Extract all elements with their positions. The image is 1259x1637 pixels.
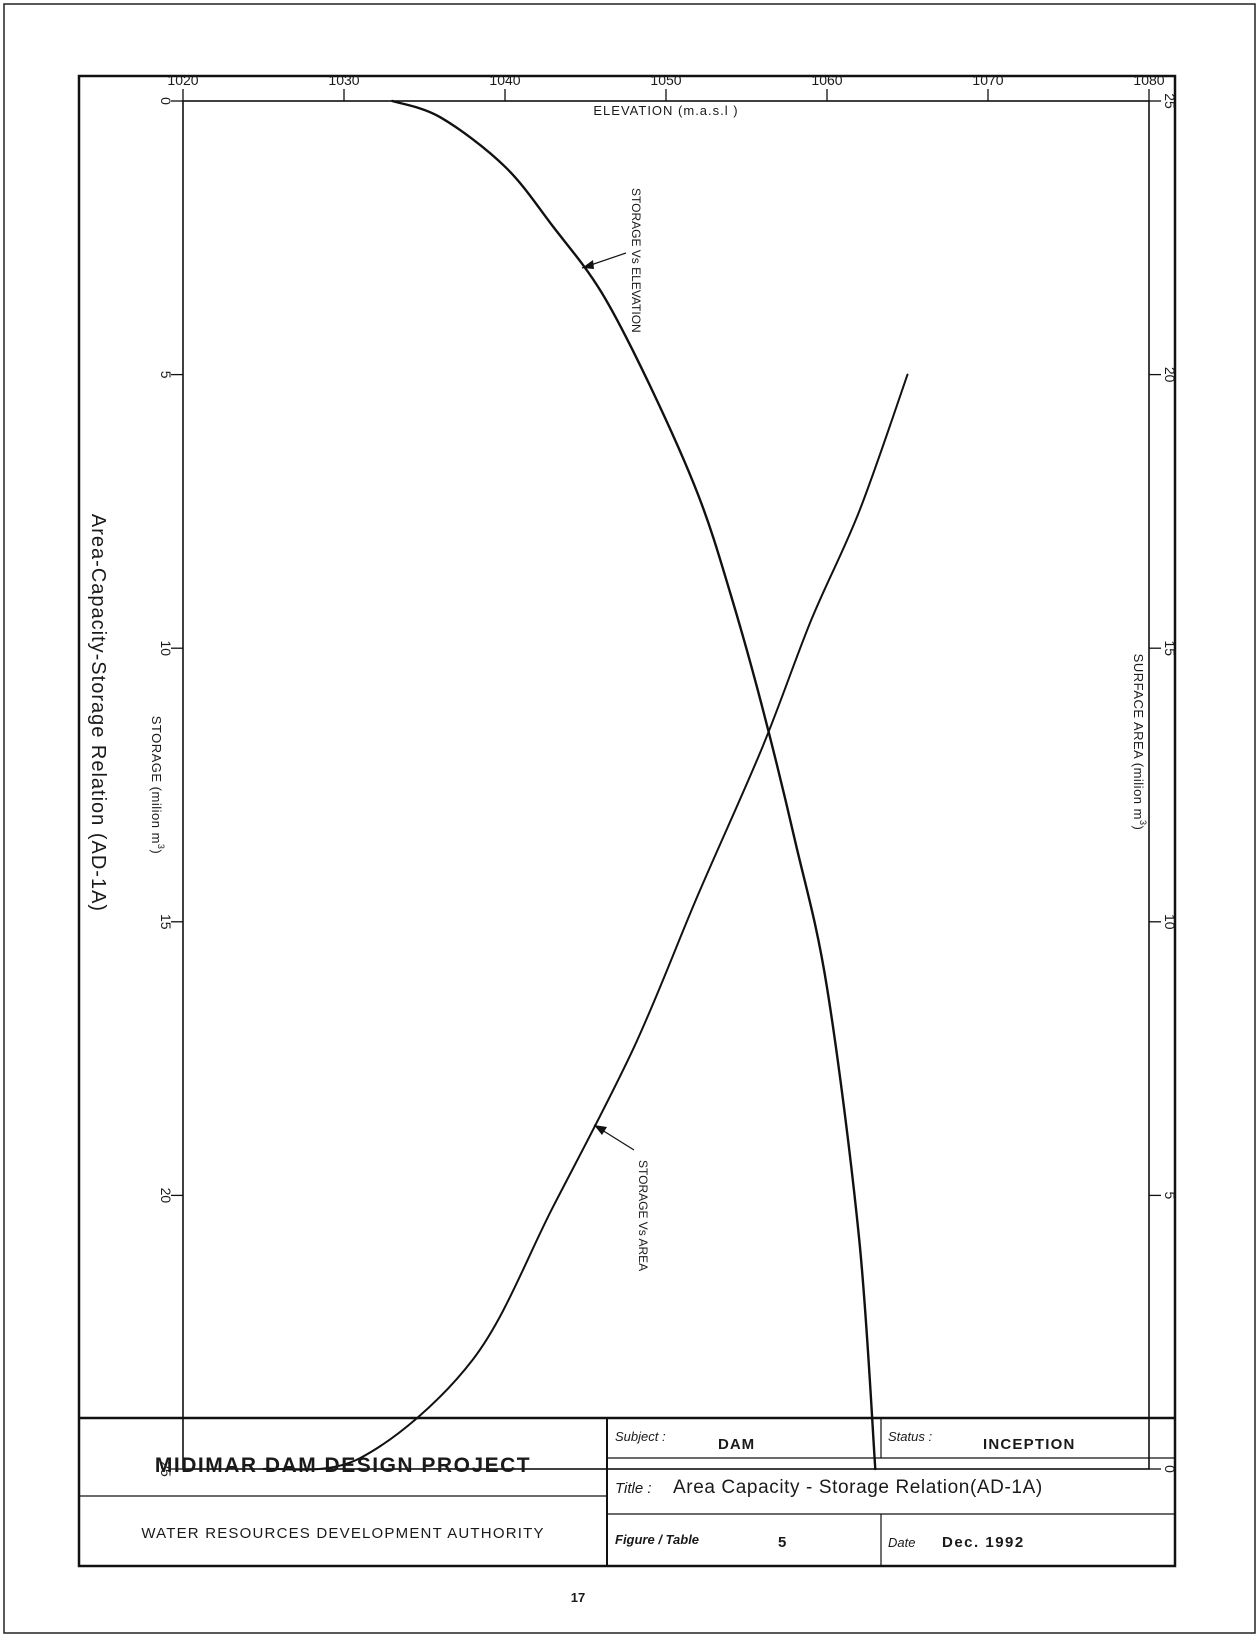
- y-left-tick-label-3: 15: [158, 914, 174, 930]
- y-left-tick-label-5: 25: [158, 1461, 174, 1477]
- annotation-storage-vs-area: STORAGE Vs AREA: [636, 1160, 650, 1271]
- series-line-storage-vs-elevation: [391, 99, 877, 1471]
- x-tick-label-4: 1060: [811, 72, 842, 88]
- figure-value: 5: [778, 1534, 786, 1551]
- y-right-tick-label-0: 0: [1162, 1465, 1178, 1473]
- x-axis-ticks: 1020 1030 1040 1050 1060 1070 1080: [167, 72, 1165, 101]
- y-left-tick-label-1: 5: [158, 371, 174, 379]
- title-label: Title :: [615, 1480, 652, 1497]
- status-value: INCEPTION: [983, 1436, 1075, 1453]
- title-value: Area Capacity - Storage Relation(AD-1A): [673, 1477, 1043, 1498]
- y-left-tick-label-4: 20: [158, 1188, 174, 1204]
- sheet-border: [3, 3, 1256, 1634]
- annotation-arrowhead-area: [594, 1125, 607, 1135]
- y-right-tick-label-3: 15: [1162, 640, 1178, 656]
- y-left-axis-label: STORAGE (milion m3): [149, 716, 166, 855]
- y-right-tick-label-4: 20: [1162, 367, 1178, 383]
- annotation-storage-vs-elevation: STORAGE Vs ELEVATION: [629, 188, 643, 333]
- x-axis-label: ELEVATION (m.a.s.l ): [593, 103, 738, 118]
- x-tick-label-0: 1020: [167, 72, 198, 88]
- y-right-tick-label-2: 10: [1162, 914, 1178, 930]
- x-tick-label-5: 1070: [972, 72, 1003, 88]
- y-right-tick-label-5: 25: [1162, 93, 1178, 109]
- status-label: Status :: [888, 1429, 932, 1444]
- plot-area: [182, 100, 1150, 1470]
- subject-value: DAM: [718, 1436, 755, 1453]
- chart-title: Area-Capacity-Storage Relation (AD-1A): [87, 514, 109, 912]
- y-right-tick-label-1: 5: [1162, 1192, 1178, 1200]
- x-tick-label-3: 1050: [650, 72, 681, 88]
- y-left-tick-label-0: 0: [158, 97, 174, 105]
- x-tick-label-1: 1030: [328, 72, 359, 88]
- date-label: Date: [888, 1535, 915, 1550]
- subject-label: Subject :: [615, 1429, 666, 1444]
- x-tick-label-6: 1080: [1133, 72, 1164, 88]
- date-value: Dec. 1992: [942, 1534, 1025, 1551]
- series-line-storage-vs-area: [262, 373, 909, 1471]
- authority-name: WATER RESOURCES DEVELOPMENT AUTHORITY: [141, 1525, 544, 1542]
- series-layer: [262, 99, 909, 1471]
- figure-label: Figure / Table: [615, 1532, 699, 1547]
- y-right-axis-ticks: 0 5 10 15 20 25: [1149, 93, 1178, 1473]
- page-number: 17: [571, 1590, 585, 1605]
- project-name: MIDIMAR DAM DESIGN PROJECT: [155, 1454, 531, 1477]
- y-left-axis-ticks: 0 5 10 15 20 25: [158, 97, 183, 1477]
- y-left-tick-label-2: 10: [158, 640, 174, 656]
- title-block: MIDIMAR DAM DESIGN PROJECT WATER RESOURC…: [79, 1416, 1175, 1566]
- y-right-axis-label: SURFACE AREA (milion m3): [1131, 654, 1148, 831]
- annotation-arrowhead-elevation: [582, 260, 594, 269]
- drawing-frame: [77, 74, 1177, 1568]
- x-tick-label-2: 1040: [489, 72, 520, 88]
